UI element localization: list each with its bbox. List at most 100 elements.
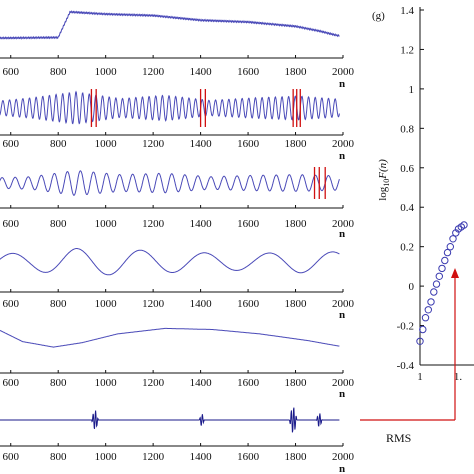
g-data-point [460,221,468,229]
x-tick-label: 1800 [285,377,308,389]
x-tick-label: 600 [2,298,19,310]
x-tick-label: 1400 [190,138,213,150]
g-data-point [443,248,452,257]
x-tick-label: 2000 [332,298,355,310]
signal-line [0,170,340,196]
g-y-ticks: 1.4 1.2 1 0.8 0.6 0.4 0.2 0 -0.2 -0.4 [397,5,424,372]
g-data-point [419,325,427,334]
x-tick-label: 2000 [332,138,355,150]
g-data-point [430,288,438,296]
g-y-tick-label: 0.2 [400,242,414,254]
x-tick-label: 2000 [332,377,355,389]
x-tick-label: 1000 [95,451,118,463]
signal-line [0,248,340,276]
x-tick-label: 1000 [95,218,118,230]
x-tick-label: 1600 [237,66,260,78]
x-tick-label: 1600 [237,298,260,310]
g-y-tick-label: -0.2 [397,321,414,333]
x-tick-label: 800 [50,298,67,310]
x-tick-label: 1400 [190,451,213,463]
x-tick-label: 1200 [142,451,165,463]
x-tick-label: 800 [50,451,67,463]
g-y-tick-label: 0 [409,281,415,293]
g-y-tick-label: 0.4 [400,202,414,214]
x-tick-label: 1600 [237,451,260,463]
x-tick-label: 1000 [95,377,118,389]
x-tick-label: 1400 [190,218,213,230]
g-y-tick-label: 0.6 [400,163,414,175]
x-tick-label: 600 [2,138,19,150]
x-tick-label: 1400 [190,298,213,310]
g-y-tick-label: 1 [409,84,415,96]
x-tick-label: 600 [2,451,19,463]
x-tick-label: 1200 [142,66,165,78]
g-data-point [449,235,457,243]
x-tick-label: 1200 [142,298,165,310]
x-tick-label: 1800 [285,66,308,78]
signal-line [0,90,340,125]
x-tick-label: 1600 [237,377,260,389]
x-tick-label: 1200 [142,218,165,230]
g-points [416,221,468,345]
x-tick-label: 2000 [332,66,355,78]
x-tick-label: 800 [50,377,67,389]
rms-annotation: RMS [386,431,411,445]
g-data-point [424,306,432,314]
g-y-tick-label: -0.4 [397,360,415,372]
x-axis-label: n [339,150,345,162]
rms-arrow-head [451,268,459,278]
x-tick-label: 600 [2,218,19,230]
g-data-point [446,243,454,251]
panel-g: (g) log10F(n) 1.4 1.2 1 0.8 0.6 0.4 0.2 0 -0.2 -0… [360,5,474,445]
signal-line [0,407,340,433]
x-tick-label: 1000 [95,298,118,310]
g-x-tick-label: 1 [417,371,423,383]
x-tick-label: 1800 [285,218,308,230]
g-y-tick-label: 1.2 [400,44,414,56]
x-tick-label: 2000 [332,451,355,463]
x-axis-label: n [339,309,345,321]
x-tick-label: 1000 [95,138,118,150]
signal-line [0,327,340,348]
g-data-point [416,337,424,345]
x-tick-label: 1000 [95,66,118,78]
x-tick-label: 800 [50,218,67,230]
x-tick-label: 1400 [190,377,213,389]
x-tick-label: 1800 [285,138,308,150]
x-tick-label: 1200 [142,138,165,150]
g-x-tick-label: 1. [454,371,463,383]
x-tick-label: 1600 [237,218,260,230]
g-x-ticks: 1 1. [417,371,462,383]
panel-label-g: (g) [372,10,385,22]
g-data-point [435,272,443,280]
x-tick-label: 1800 [285,298,308,310]
g-data-point [432,280,441,288]
g-y-axis-label: log10F(n) [377,159,391,201]
x-tick-label: 1800 [285,451,308,463]
x-tick-label: 800 [50,66,67,78]
g-data-point [421,314,430,322]
x-tick-label: 1600 [237,138,260,150]
x-tick-label: 800 [50,138,67,150]
x-axis-label: n [339,228,345,240]
x-tick-label: 2000 [332,218,355,230]
x-tick-label: 600 [2,377,19,389]
x-axis-label: n [339,463,345,474]
x-axis-label: n [339,78,345,90]
signal-line [0,10,340,40]
g-data-point [438,264,446,273]
x-tick-label: 1400 [190,66,213,78]
g-data-point [441,256,449,265]
x-axis-label: n [339,388,345,400]
g-y-tick-label: 1.4 [400,5,414,17]
g-y-tick-label: 0.8 [400,123,414,135]
x-tick-label: 600 [2,66,19,78]
